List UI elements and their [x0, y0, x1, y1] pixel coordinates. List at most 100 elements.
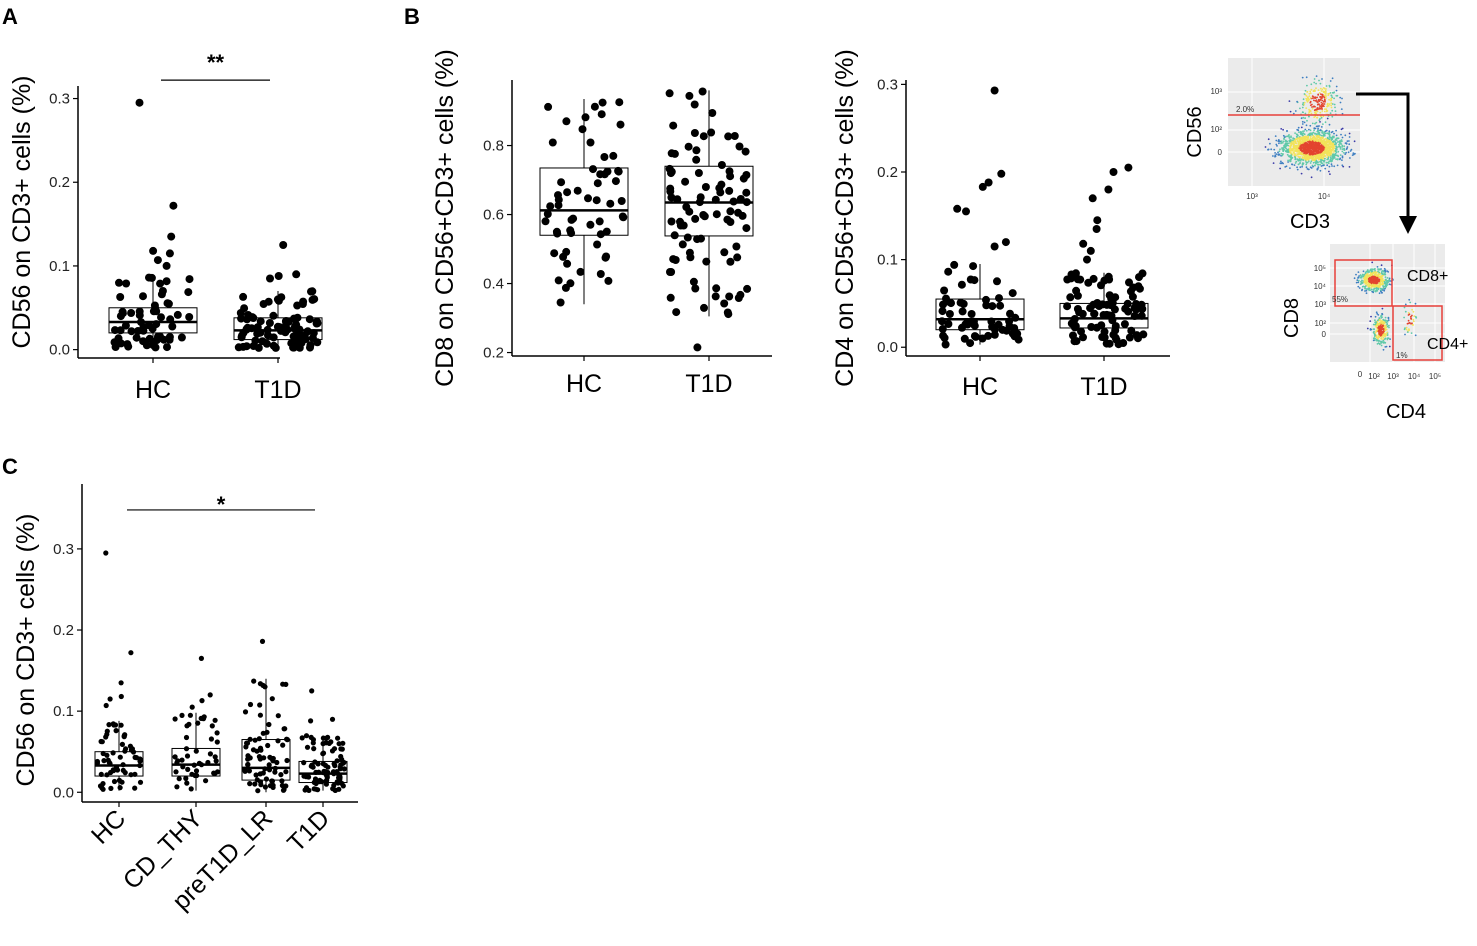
- density-dot: [1301, 103, 1304, 106]
- density-dot: [1387, 317, 1390, 320]
- data-point: [717, 180, 726, 189]
- density-dot: [1282, 134, 1285, 137]
- density-dot: [1384, 281, 1386, 284]
- data-point-outlier: [990, 242, 999, 251]
- density-dot: [1293, 148, 1296, 150]
- density-dot: [1326, 164, 1329, 167]
- density-dot: [1330, 131, 1333, 134]
- data-point: [269, 696, 275, 702]
- data-point: [699, 132, 708, 141]
- density-dot: [1329, 148, 1332, 151]
- data-point: [284, 736, 290, 742]
- data-point: [666, 268, 674, 276]
- density-dot: [1353, 277, 1356, 280]
- density-dot: [1368, 279, 1371, 282]
- density-dot: [1315, 135, 1318, 137]
- data-point: [179, 712, 185, 719]
- density-dot: [1404, 310, 1407, 313]
- density-dot: [1408, 313, 1411, 316]
- data-point: [247, 701, 254, 708]
- density-dot: [1319, 107, 1322, 110]
- density-dot: [1313, 105, 1315, 108]
- density-dot: [1308, 168, 1310, 171]
- density-dot: [1333, 141, 1335, 143]
- data-point: [938, 325, 947, 333]
- data-point: [108, 785, 114, 792]
- density-dot: [1362, 270, 1365, 273]
- data-point-outlier: [107, 696, 113, 702]
- data-point: [165, 335, 174, 344]
- data-point: [313, 769, 319, 776]
- density-dot: [1375, 282, 1377, 285]
- density-dot: [1320, 90, 1323, 92]
- density-dot: [1275, 143, 1278, 146]
- data-point: [259, 300, 268, 308]
- density-dot: [1324, 121, 1327, 124]
- density-dot: [1320, 154, 1323, 157]
- data-point: [947, 299, 955, 308]
- density-dot: [1325, 91, 1327, 93]
- density-dot: [1307, 159, 1310, 161]
- data-point: [152, 307, 161, 316]
- density-dot: [1363, 278, 1366, 281]
- density-dot: [1313, 148, 1316, 151]
- density-dot: [1339, 158, 1341, 161]
- data-point: [939, 331, 948, 340]
- density-dot: [1313, 99, 1315, 102]
- data-point: [1089, 300, 1098, 309]
- data-point: [724, 132, 733, 141]
- data-point: [940, 286, 949, 295]
- density-dot: [1388, 345, 1391, 348]
- density-dot: [1373, 288, 1375, 290]
- data-point-outlier: [978, 182, 987, 191]
- density-dot: [1282, 128, 1284, 131]
- data-point: [700, 303, 708, 312]
- density-dot: [1312, 165, 1314, 168]
- density-dot: [1323, 96, 1326, 99]
- data-point: [280, 742, 286, 748]
- density-dot: [1318, 132, 1321, 134]
- density-dot: [1334, 141, 1337, 144]
- density-dot: [1308, 95, 1311, 97]
- density-dot: [1306, 84, 1308, 87]
- density-dot: [1303, 152, 1305, 155]
- data-point: [291, 324, 300, 333]
- density-dot: [1293, 164, 1296, 167]
- density-dot: [1299, 149, 1302, 152]
- density-dot: [1382, 322, 1385, 324]
- density-dot: [1317, 89, 1320, 91]
- data-point: [98, 771, 104, 778]
- density-dot: [1282, 149, 1284, 152]
- data-point: [113, 764, 120, 770]
- density-dot: [1387, 271, 1390, 273]
- density-dot: [1318, 157, 1320, 160]
- data-point: [252, 737, 258, 743]
- density-dot: [1307, 151, 1310, 154]
- density-dot: [1273, 148, 1276, 151]
- data-point: [567, 229, 576, 238]
- data-point: [1070, 337, 1079, 346]
- data-point: [303, 327, 312, 336]
- density-dot: [1348, 143, 1351, 146]
- density-dot: [1376, 337, 1379, 339]
- density-dot: [1348, 132, 1351, 135]
- density-dot: [1322, 154, 1324, 157]
- data-point: [939, 300, 947, 309]
- data-point: [269, 778, 275, 784]
- density-dot: [1330, 104, 1332, 107]
- data-point: [256, 317, 265, 326]
- data-point: [711, 292, 720, 301]
- data-point: [122, 732, 128, 738]
- density-dot: [1293, 137, 1296, 140]
- data-point: [617, 197, 626, 205]
- data-point: [958, 307, 967, 316]
- gating-top-xlabel: CD3: [1290, 211, 1330, 233]
- cd4-gate-percent: 1%: [1396, 351, 1408, 360]
- data-point: [725, 292, 734, 301]
- density-dot: [1377, 319, 1379, 322]
- density-dot: [1374, 315, 1377, 318]
- gating-bottom-xtick: 10²: [1368, 372, 1380, 381]
- density-dot: [1314, 143, 1317, 146]
- density-dot: [1403, 306, 1406, 309]
